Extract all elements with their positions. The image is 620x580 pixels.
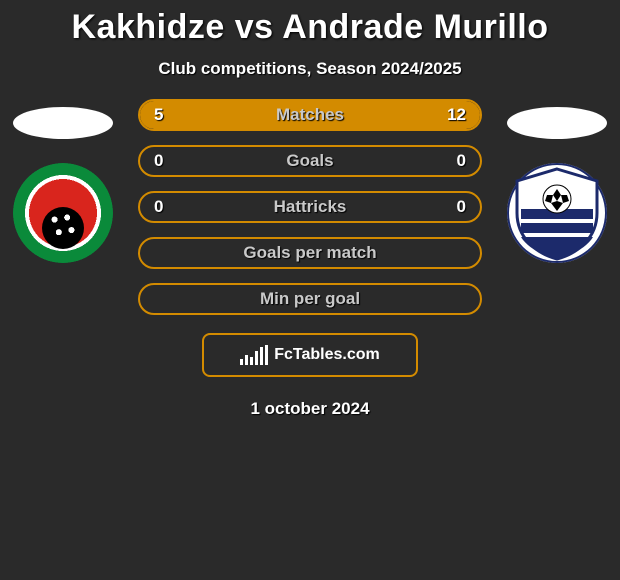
stat-row: 0Hattricks0 (138, 191, 482, 223)
bar-chart-icon (240, 345, 268, 365)
page-title: Kakhidze vs Andrade Murillo (0, 8, 620, 47)
infographic-root: Kakhidze vs Andrade Murillo Club competi… (0, 0, 620, 419)
bar-icon-segment (250, 357, 253, 365)
bar-icon-segment (240, 359, 243, 365)
stat-row: 0Goals0 (138, 145, 482, 177)
brand-text: FcTables.com (274, 346, 380, 364)
stat-label: Matches (194, 105, 426, 125)
shield-icon (507, 163, 607, 263)
bar-icon-segment (245, 355, 248, 365)
player-photo-left (13, 107, 113, 139)
club-badge-left (13, 163, 113, 263)
bar-icon-segment (265, 345, 268, 365)
stat-left-value: 0 (154, 197, 194, 217)
bar-icon-segment (255, 351, 258, 365)
left-side (8, 99, 118, 263)
stat-label: Goals per match (194, 243, 426, 263)
player-photo-right (507, 107, 607, 139)
stat-row: Goals per match (138, 237, 482, 269)
stat-right-value: 12 (426, 105, 466, 125)
right-side (502, 99, 612, 263)
stats-column: 5Matches120Goals00Hattricks0Goals per ma… (118, 99, 502, 315)
stat-row: Min per goal (138, 283, 482, 315)
brand-box[interactable]: FcTables.com (202, 333, 418, 377)
page-subtitle: Club competitions, Season 2024/2025 (0, 59, 620, 79)
stat-label: Hattricks (194, 197, 426, 217)
bar-icon-segment (260, 347, 263, 365)
date-text: 1 october 2024 (0, 399, 620, 419)
stat-left-value: 0 (154, 151, 194, 171)
stat-left-value: 5 (154, 105, 194, 125)
club-badge-right (507, 163, 607, 263)
content-row: 5Matches120Goals00Hattricks0Goals per ma… (0, 99, 620, 315)
stat-label: Goals (194, 151, 426, 171)
stat-row: 5Matches12 (138, 99, 482, 131)
stat-right-value: 0 (426, 197, 466, 217)
stat-right-value: 0 (426, 151, 466, 171)
stat-label: Min per goal (194, 289, 426, 309)
